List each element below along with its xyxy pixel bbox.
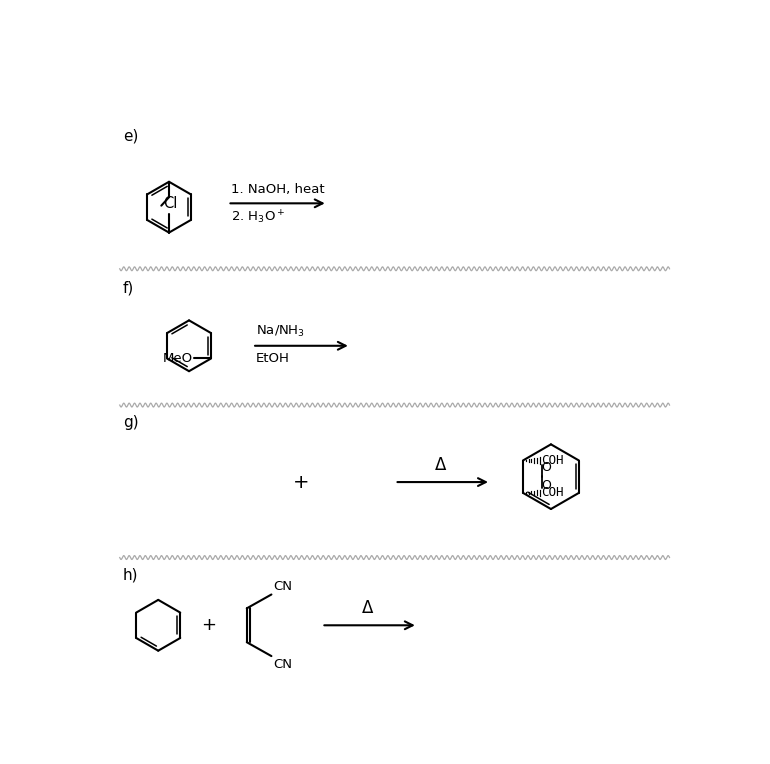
Text: f): f) — [123, 280, 134, 296]
Text: h): h) — [123, 568, 139, 582]
Text: Na/NH$_3$: Na/NH$_3$ — [256, 324, 305, 339]
Text: +: + — [201, 617, 216, 634]
Text: 1. NaOH, heat: 1. NaOH, heat — [231, 183, 324, 196]
Text: CN: CN — [273, 658, 292, 671]
Text: EtOH: EtOH — [256, 352, 290, 365]
Text: Δ: Δ — [435, 456, 447, 474]
Text: COH: COH — [541, 454, 564, 467]
Text: CN: CN — [273, 580, 292, 593]
Text: +: + — [293, 473, 309, 491]
Text: O: O — [541, 461, 551, 474]
Text: MeO: MeO — [162, 352, 192, 365]
Text: g): g) — [123, 415, 139, 430]
Text: Cl: Cl — [163, 196, 178, 211]
Text: e): e) — [123, 128, 138, 144]
Text: 2. H$_3$O$^+$: 2. H$_3$O$^+$ — [231, 209, 285, 226]
Text: COH: COH — [541, 487, 564, 500]
Text: Δ: Δ — [362, 599, 373, 617]
Text: O: O — [541, 479, 551, 492]
